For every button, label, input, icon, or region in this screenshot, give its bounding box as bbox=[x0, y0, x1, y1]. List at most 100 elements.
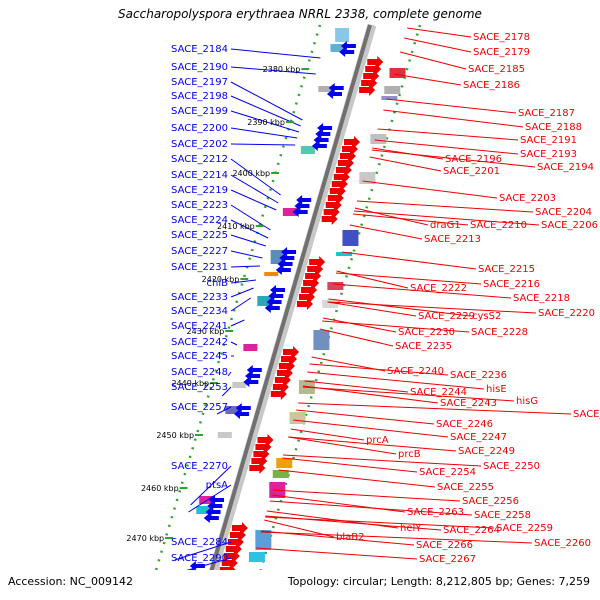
right-gene-arrow bbox=[335, 164, 352, 176]
right-leader-line bbox=[353, 213, 469, 226]
right-gene-label[interactable]: SACE_2259 bbox=[496, 523, 553, 534]
left-gene-label[interactable]: SACE_2200 bbox=[171, 123, 228, 134]
right-gene-arrow bbox=[255, 441, 272, 453]
right-gene-label[interactable]: SACE_2254 bbox=[419, 467, 476, 478]
right-gene-label[interactable]: SACE_2216 bbox=[483, 279, 540, 290]
left-gene-label[interactable]: SACE_2190 bbox=[171, 62, 228, 73]
left-gene-label[interactable]: SACE_2270 bbox=[171, 461, 228, 472]
right-gene-label[interactable]: SACE_2239 bbox=[573, 409, 600, 420]
right-gene-label[interactable]: SACE_2243 bbox=[440, 398, 497, 409]
left-gene-label[interactable]: SACE_2248 bbox=[171, 367, 228, 378]
right-gene-label[interactable]: SACE_2255 bbox=[437, 482, 494, 493]
right-gene-label[interactable]: SACE_2179 bbox=[473, 47, 530, 58]
right-leader-line bbox=[372, 147, 444, 160]
right-gene-label[interactable]: SACE_2247 bbox=[450, 432, 507, 443]
left-gene-arrow bbox=[264, 303, 280, 313]
right-gene-label[interactable]: SACE_2194 bbox=[537, 162, 594, 173]
left-gene-label[interactable]: SACE_2202 bbox=[171, 139, 228, 150]
left-gene-label[interactable]: SACE_2290 bbox=[171, 553, 228, 564]
left-gene-label[interactable]: SACE_2219 bbox=[171, 185, 228, 196]
right-gene-label[interactable]: SACE_2204 bbox=[535, 207, 592, 218]
right-gene-label[interactable]: SACE_2220 bbox=[538, 308, 595, 319]
feature-box bbox=[342, 230, 359, 246]
right-gene-label[interactable]: SACE_2203 bbox=[499, 193, 556, 204]
right-gene-label[interactable]: SACE_2206 bbox=[541, 220, 598, 231]
left-leader-line bbox=[230, 110, 300, 133]
right-gene-label[interactable]: SACE_2210 bbox=[470, 220, 527, 231]
left-gene-label[interactable]: SACE_2257 bbox=[171, 402, 228, 413]
left-gene-label[interactable]: SACE_2199 bbox=[171, 106, 228, 117]
left-gene-label[interactable]: SACE_2253 bbox=[171, 382, 228, 393]
left-gene-label[interactable]: SACE_2223 bbox=[171, 200, 228, 211]
right-gene-label[interactable]: SACE_2244 bbox=[410, 387, 467, 398]
right-gene-label[interactable]: SACE_2264 bbox=[443, 525, 500, 536]
right-gene-label[interactable]: blaB2 bbox=[336, 532, 364, 543]
left-gene-label[interactable]: SACE_2242 bbox=[171, 337, 228, 348]
right-gene-label[interactable]: SACE_2213 bbox=[424, 234, 481, 245]
right-gene-label[interactable]: cysS2 bbox=[472, 311, 501, 322]
right-leader-line bbox=[288, 436, 397, 455]
right-leader-line bbox=[354, 207, 429, 226]
right-leader-line bbox=[374, 139, 519, 155]
right-gene-label[interactable]: SACE_2228 bbox=[471, 327, 528, 338]
right-gene-label[interactable]: SACE_2218 bbox=[513, 293, 570, 304]
right-gene-label[interactable]: SACE_2188 bbox=[525, 122, 582, 133]
right-gene-label[interactable]: SACE_2249 bbox=[458, 446, 515, 457]
right-gene-label[interactable]: SACE_2215 bbox=[478, 264, 535, 275]
right-gene-label[interactable]: SACE_2187 bbox=[518, 108, 575, 119]
left-gene-label[interactable]: SACE_2234 bbox=[171, 306, 228, 317]
right-gene-label[interactable]: SACE_2266 bbox=[416, 540, 473, 551]
left-gene-label[interactable]: SACE_2284 bbox=[171, 537, 228, 548]
right-gene-arrow bbox=[323, 206, 340, 218]
left-gene-label[interactable]: ptsA bbox=[206, 480, 228, 491]
right-gene-label[interactable]: prcB bbox=[398, 449, 421, 460]
right-leader-line bbox=[336, 270, 409, 289]
right-gene-label[interactable]: SACE_2236 bbox=[450, 370, 507, 381]
right-gene-label[interactable]: SACE_2222 bbox=[410, 283, 467, 294]
right-gene-label[interactable]: SACE_2258 bbox=[474, 510, 531, 521]
left-gene-label[interactable]: chiB bbox=[207, 278, 229, 289]
right-gene-label[interactable]: SACE_2256 bbox=[462, 496, 519, 507]
right-gene-label[interactable]: SACE_2235 bbox=[395, 341, 452, 352]
right-gene-label[interactable]: SACE_2191 bbox=[520, 135, 577, 146]
right-gene-label[interactable]: helY bbox=[400, 523, 422, 534]
right-gene-label[interactable]: hisG bbox=[516, 396, 538, 407]
left-gene-label[interactable]: SACE_2197 bbox=[171, 77, 228, 88]
left-gene-label[interactable]: SACE_2224 bbox=[171, 215, 228, 226]
right-leader-line bbox=[311, 356, 386, 372]
left-gene-label[interactable]: SACE_2233 bbox=[171, 292, 228, 303]
right-gene-label[interactable]: SACE_2185 bbox=[468, 64, 525, 75]
left-gene-label[interactable]: SACE_2245 bbox=[171, 351, 228, 362]
right-gene-label[interactable]: SACE_2250 bbox=[483, 461, 540, 472]
right-gene-label[interactable]: SACE_2178 bbox=[473, 32, 530, 43]
right-gene-label[interactable]: SACE_2196 bbox=[445, 154, 502, 165]
right-gene-arrow bbox=[301, 284, 318, 296]
right-gene-arrow bbox=[337, 157, 354, 169]
right-gene-label[interactable]: SACE_2229 bbox=[418, 311, 475, 322]
left-gene-label[interactable]: SACE_2231 bbox=[171, 262, 228, 273]
right-gene-label[interactable]: SACE_2230 bbox=[398, 327, 455, 338]
right-gene-arrow bbox=[253, 448, 270, 460]
right-gene-label[interactable]: prcA bbox=[366, 435, 389, 446]
feature-box bbox=[282, 208, 297, 216]
right-gene-label[interactable]: SACE_2201 bbox=[443, 166, 500, 177]
left-gene-label[interactable]: SACE_2225 bbox=[171, 230, 228, 241]
right-gene-label[interactable]: SACE_2260 bbox=[534, 538, 591, 549]
right-leader-line bbox=[293, 419, 449, 438]
left-gene-label[interactable]: SACE_2214 bbox=[171, 170, 228, 181]
left-gene-label[interactable]: SACE_2227 bbox=[171, 246, 228, 257]
right-gene-label[interactable]: SACE_2240 bbox=[387, 366, 444, 377]
right-gene-label[interactable]: SACE_2267 bbox=[419, 554, 476, 565]
right-gene-label[interactable]: draG1 bbox=[430, 220, 461, 231]
right-gene-label[interactable]: SACE_2193 bbox=[520, 149, 577, 160]
left-gene-label[interactable]: SACE_2184 bbox=[171, 44, 228, 55]
right-gene-label[interactable]: hisE bbox=[486, 384, 507, 395]
left-gene-label[interactable]: SACE_2198 bbox=[171, 91, 228, 102]
left-gene-label[interactable]: SACE_2212 bbox=[171, 154, 228, 165]
right-gene-label[interactable]: SACE_2263 bbox=[407, 507, 464, 518]
right-gene-label[interactable]: SACE_2246 bbox=[436, 419, 493, 430]
left-gene-arrow bbox=[203, 513, 219, 523]
feature-box bbox=[330, 44, 345, 52]
right-gene-label[interactable]: SACE_2186 bbox=[463, 80, 520, 91]
left-gene-label[interactable]: SACE_2241 bbox=[171, 321, 228, 332]
